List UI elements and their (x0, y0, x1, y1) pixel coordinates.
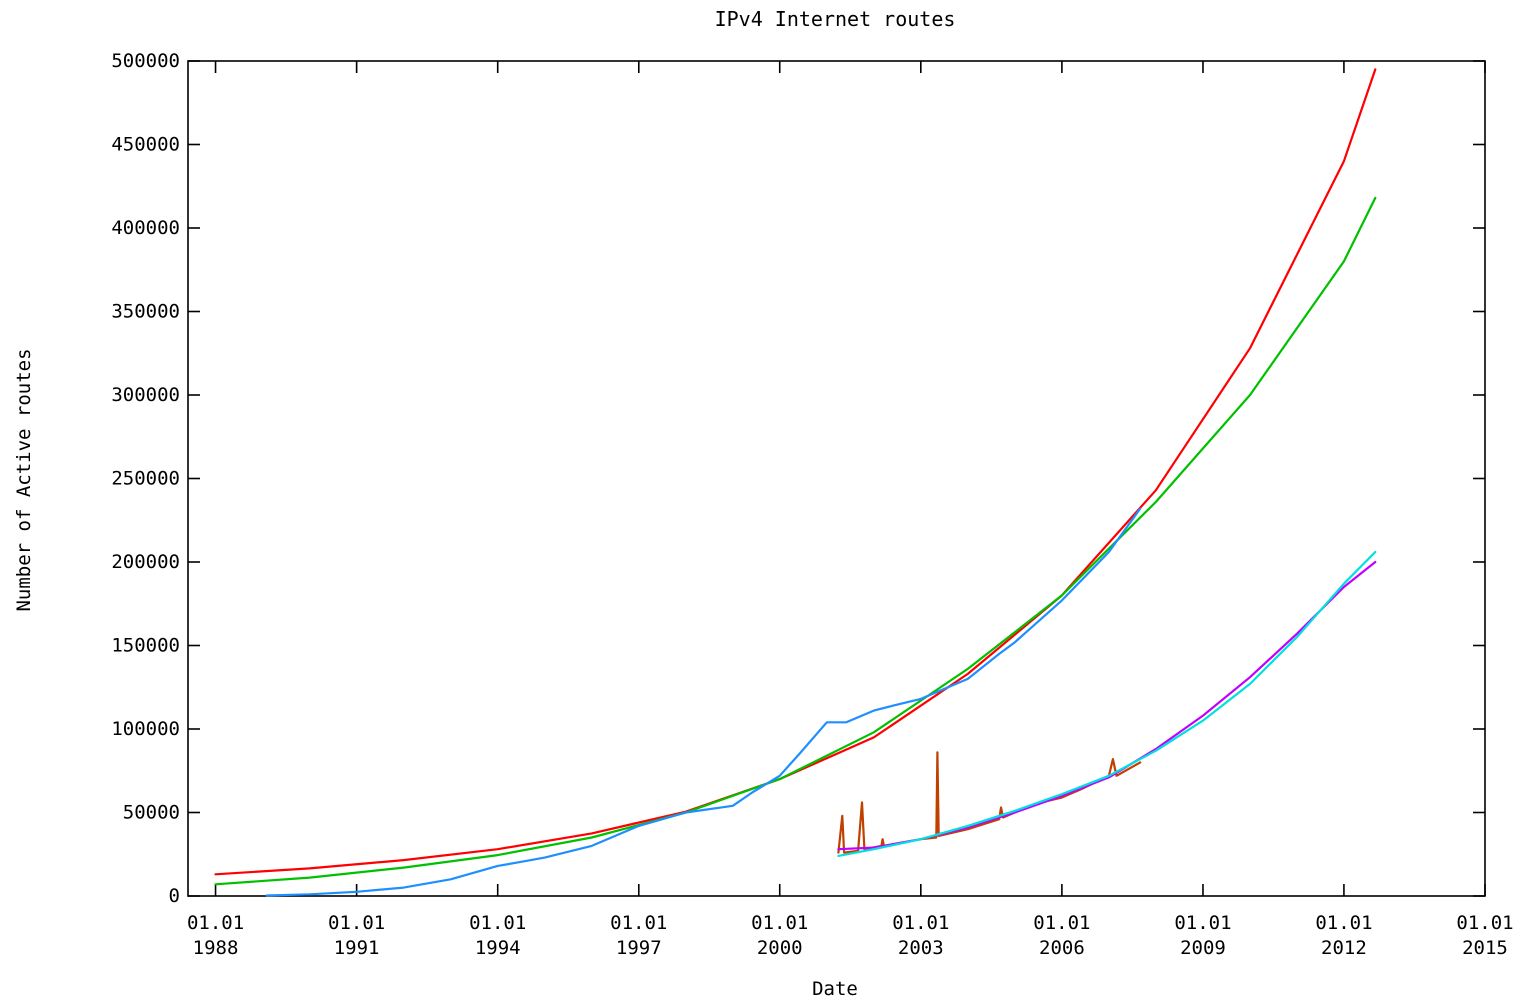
y-tick-label: 400000 (111, 217, 180, 239)
x-tick-label: 01.01 2006 (1033, 912, 1090, 959)
y-tick-label: 500000 (111, 50, 180, 72)
series-line-3 (265, 507, 1142, 897)
y-tick-label: 450000 (111, 134, 180, 156)
x-axis-label: Date (812, 978, 858, 998)
x-tick-label: 01.01 1994 (469, 912, 526, 959)
y-tick-label: 150000 (111, 635, 180, 657)
series-line-4 (837, 751, 1142, 854)
y-tick-label: 300000 (111, 384, 180, 406)
series-line-6 (837, 550, 1377, 858)
x-tick-label: 01.01 2000 (751, 912, 808, 959)
y-tick-label: 250000 (111, 468, 180, 490)
axis-ticks: 0 50000 100000 150000 200000 250000 300000 3500… (111, 50, 1513, 959)
y-axis-label: Number of Active routes (13, 348, 35, 611)
chart-title: IPv4 Internet routes (715, 7, 956, 31)
x-tick-label: 01.01 2009 (1174, 912, 1231, 959)
y-tick-label: 100000 (111, 718, 180, 740)
y-tick-label: 200000 (111, 551, 180, 573)
x-tick-label: 01.01 1997 (610, 912, 667, 959)
series-line-2 (214, 196, 1377, 886)
x-tick-label: 01.01 1991 (328, 912, 385, 959)
y-axis-label-group: Number of Active routes (13, 348, 35, 611)
y-tick-label: 0 (169, 885, 180, 907)
y-tick-label: 350000 (111, 301, 180, 323)
series-line-1 (214, 68, 1377, 876)
x-tick-label: 01.01 2003 (892, 912, 949, 959)
x-tick-label: 01.01 2015 (1456, 912, 1513, 959)
x-tick-label: 01.01 2012 (1315, 912, 1372, 959)
x-tick-label: 01.01 1988 (187, 912, 244, 959)
plot-frame (187, 60, 1486, 897)
series-layer (214, 68, 1377, 897)
y-tick-label: 50000 (123, 802, 180, 824)
